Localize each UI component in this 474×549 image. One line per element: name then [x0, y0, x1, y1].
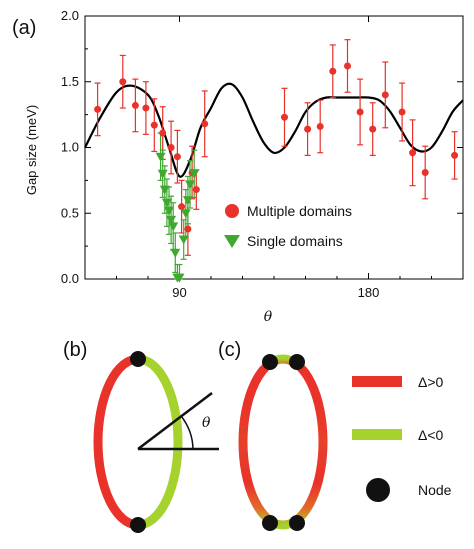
- y-tick-label: 1.0: [61, 140, 79, 155]
- data-point-multiple-domains: [451, 151, 459, 159]
- data-point-single-domains: [182, 196, 193, 206]
- angle-arc: [180, 415, 194, 450]
- data-point-multiple-domains: [356, 108, 364, 116]
- data-point-multiple-domains: [344, 62, 351, 70]
- panel-c-label: (c): [218, 339, 241, 361]
- chart-legend: Multiple domains Single domains: [224, 203, 352, 249]
- data-point-multiple-domains: [409, 149, 417, 157]
- y-ticks: 0.0 0.5 1.0 1.5 2.0: [61, 8, 463, 286]
- legend-marker-multiple-domains: [225, 204, 239, 218]
- y-tick-label: 0.5: [61, 205, 79, 220]
- legend-bar-negative: [352, 429, 402, 440]
- data-point-multiple-domains: [201, 120, 209, 128]
- data-point-multiple-domains: [159, 129, 167, 137]
- legend-marker-single-domains: [224, 235, 240, 248]
- data-point-single-domains: [185, 180, 195, 190]
- data-point-single-domains: [155, 152, 166, 162]
- data-point-multiple-domains: [369, 125, 377, 133]
- ring-b-positive-half: [137, 354, 183, 530]
- data-point-single-domains: [180, 209, 191, 219]
- data-point-multiple-domains: [142, 104, 150, 112]
- data-point-multiple-domains: [192, 186, 200, 194]
- y-tick-label: 1.5: [61, 74, 79, 89]
- data-point-single-domains: [161, 198, 172, 208]
- node-dot: [289, 515, 305, 531]
- diagram-legend: Δ>0 Δ<0 Node: [352, 374, 452, 502]
- legend-label-positive: Δ>0: [418, 374, 444, 390]
- data-point-single-domains: [164, 206, 174, 216]
- data-point-single-domains: [159, 185, 170, 195]
- data-point-multiple-domains: [131, 101, 139, 109]
- node-dot: [130, 351, 146, 367]
- node-dot: [289, 354, 305, 370]
- data-point-multiple-domains: [281, 113, 288, 121]
- data-point-single-domains: [170, 248, 181, 258]
- ring-b-negative-half: [93, 354, 139, 530]
- data-point-multiple-domains: [178, 203, 186, 211]
- data-point-single-domains: [168, 222, 179, 232]
- legend-label-single-domains: Single domains: [247, 233, 343, 249]
- data-point-multiple-domains: [381, 91, 389, 99]
- legend-bar-positive: [352, 376, 402, 387]
- x-axis-label: θ: [264, 309, 273, 325]
- node-dot: [262, 354, 278, 370]
- data-point-single-domains: [157, 169, 168, 179]
- diagram-c: [238, 354, 328, 531]
- x-tick-label: 180: [358, 285, 380, 300]
- data-point-multiple-domains: [316, 122, 324, 130]
- data-point-multiple-domains: [329, 67, 337, 75]
- data-point-multiple-domains: [184, 225, 192, 233]
- data-point-single-domains: [189, 169, 200, 179]
- y-axis-label: Gap size (meV): [24, 105, 39, 195]
- plot-area: 0.0 0.5 1.0 1.5 2.0 90 180 Multiple domains S…: [61, 8, 464, 300]
- panel-b-label: (b): [63, 339, 87, 361]
- data-point-single-domains: [174, 273, 185, 283]
- data-point-multiple-domains: [304, 125, 312, 133]
- data-point-single-domains: [166, 215, 177, 225]
- data-markers: [94, 62, 459, 283]
- data-point-single-domains: [178, 235, 189, 245]
- data-point-multiple-domains: [421, 168, 429, 176]
- data-point-multiple-domains: [398, 108, 406, 116]
- x-ticks: 90 180: [116, 16, 432, 300]
- node-dot: [262, 515, 278, 531]
- data-point-multiple-domains: [94, 105, 102, 113]
- legend-label-negative: Δ<0: [418, 427, 444, 443]
- ring-c: [238, 354, 328, 530]
- data-point-multiple-domains: [173, 153, 181, 161]
- fit-curve: [84, 82, 464, 178]
- x-tick-label: 90: [172, 285, 186, 300]
- y-tick-label: 2.0: [61, 8, 79, 23]
- y-tick-label: 0.0: [61, 271, 79, 286]
- angle-theta-label: θ: [202, 415, 211, 431]
- diagram-b: θ: [93, 351, 219, 533]
- panel-a-label: (a): [12, 17, 36, 39]
- node-dot: [130, 517, 146, 533]
- legend-label-multiple-domains: Multiple domains: [247, 203, 352, 219]
- legend-node-dot: [366, 478, 390, 502]
- data-point-multiple-domains: [119, 78, 127, 86]
- data-point-multiple-domains: [150, 121, 158, 129]
- legend-label-node: Node: [418, 482, 452, 498]
- angle-ray: [137, 392, 213, 450]
- data-point-multiple-domains: [167, 144, 175, 151]
